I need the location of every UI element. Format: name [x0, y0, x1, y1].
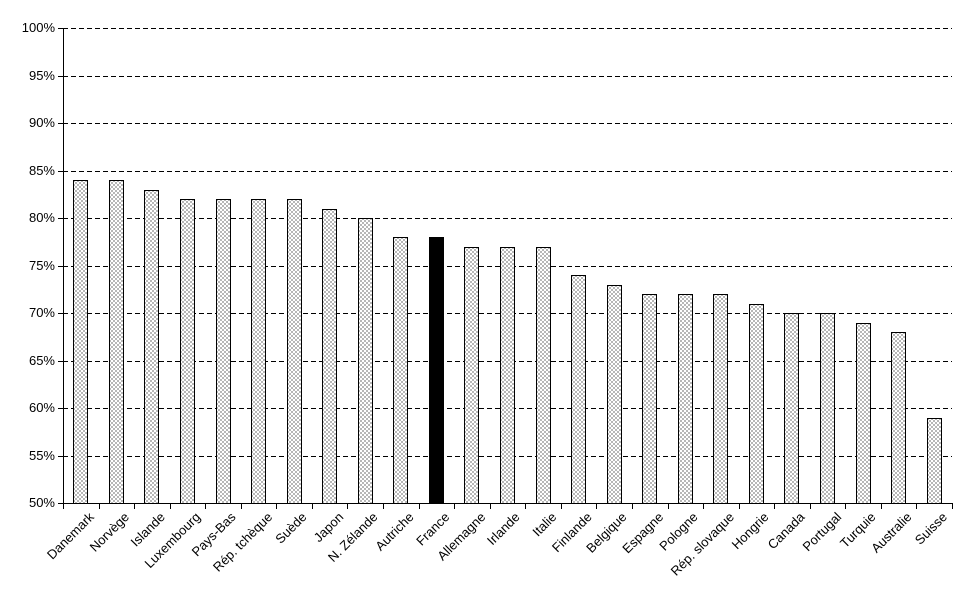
y-axis-tick-85	[58, 171, 63, 172]
gridline-85	[63, 171, 952, 172]
gridline-80	[63, 218, 952, 219]
x-axis-tick	[454, 504, 455, 509]
y-axis-tick-95	[58, 76, 63, 77]
x-axis-tick	[205, 504, 206, 509]
x-axis-label-Suisse: Suisse	[911, 509, 950, 548]
x-axis-tick	[170, 504, 171, 509]
x-axis-label-Italie: Italie	[528, 509, 559, 540]
x-axis-label-Hongrie: Hongrie	[729, 509, 772, 553]
x-axis-tick	[561, 504, 562, 509]
y-axis-tick-label-70: 70%	[28, 305, 55, 320]
x-axis-label-Irlande: Irlande	[484, 509, 523, 549]
bar-Rép. tchèque	[251, 199, 266, 504]
y-axis-tick-65	[58, 361, 63, 362]
x-axis-tick	[596, 504, 597, 509]
x-axis-tick	[490, 504, 491, 509]
y-axis-tick-label-75: 75%	[28, 258, 55, 273]
y-axis-tick-label-100: 100%	[21, 20, 55, 35]
x-axis-label-Danemark: Danemark	[43, 509, 97, 563]
bar-Irlande	[500, 247, 515, 504]
bar-Pologne	[678, 294, 693, 504]
bar-Suisse	[927, 418, 942, 504]
x-axis-tick	[739, 504, 740, 509]
bar-Italie	[536, 247, 551, 504]
x-axis-tick	[419, 504, 420, 509]
y-axis	[63, 28, 64, 503]
bar-Suède	[287, 199, 302, 504]
x-axis-tick	[881, 504, 882, 509]
x-axis-tick	[774, 504, 775, 509]
x-axis-tick	[916, 504, 917, 509]
x-axis-tick	[99, 504, 100, 509]
bar-Portugal	[820, 313, 835, 504]
x-axis-tick	[668, 504, 669, 509]
x-axis-label-Portugal: Portugal	[799, 509, 844, 555]
bar-Belgique	[607, 285, 622, 504]
gridline-90	[63, 123, 952, 124]
x-axis-tick	[703, 504, 704, 509]
x-axis-tick	[525, 504, 526, 509]
bar-Australie	[891, 332, 906, 504]
x-axis-tick	[845, 504, 846, 509]
gridline-100	[63, 28, 952, 29]
y-axis-tick-label-90: 90%	[28, 115, 55, 130]
y-axis-tick-60	[58, 408, 63, 409]
bar-Luxembourg	[180, 199, 195, 504]
bar-Islande	[144, 190, 159, 504]
y-axis-tick-90	[58, 123, 63, 124]
y-axis-tick-label-85: 85%	[28, 163, 55, 178]
y-axis-tick-75	[58, 266, 63, 267]
bar-Espagne	[642, 294, 657, 504]
x-axis-tick	[383, 504, 384, 509]
x-axis-label-Suède: Suède	[272, 509, 310, 547]
y-axis-tick-label-50: 50%	[28, 495, 55, 510]
gridline-95	[63, 76, 952, 77]
y-axis-tick-label-55: 55%	[28, 448, 55, 463]
y-axis-tick-55	[58, 456, 63, 457]
y-axis-tick-label-65: 65%	[28, 353, 55, 368]
bar-N. Zélande	[358, 218, 373, 504]
bar-France	[429, 237, 444, 504]
x-axis-tick	[952, 504, 953, 509]
x-axis-tick	[810, 504, 811, 509]
y-axis-tick-100	[58, 28, 63, 29]
bar-Norvège	[109, 180, 124, 504]
bar-Allemagne	[464, 247, 479, 504]
bar-Canada	[784, 313, 799, 504]
bar-Danemark	[73, 180, 88, 504]
y-axis-tick-label-95: 95%	[28, 68, 55, 83]
bar-Autriche	[393, 237, 408, 504]
bar-Turquie	[856, 323, 871, 504]
x-axis-tick	[312, 504, 313, 509]
x-axis-tick	[241, 504, 242, 509]
bar-Japon	[322, 209, 337, 504]
x-axis-tick	[134, 504, 135, 509]
x-axis-tick	[632, 504, 633, 509]
y-axis-tick-50	[58, 503, 63, 504]
x-axis-label-Autriche: Autriche	[372, 509, 417, 554]
x-axis-tick	[63, 504, 64, 509]
bar-Hongrie	[749, 304, 764, 504]
bar-Finlande	[571, 275, 586, 504]
y-axis-tick-70	[58, 313, 63, 314]
x-axis-tick	[276, 504, 277, 509]
bar-Pays-Bas	[216, 199, 231, 504]
y-axis-tick-80	[58, 218, 63, 219]
bar-Rép. slovaque	[713, 294, 728, 504]
x-axis-tick	[347, 504, 348, 509]
y-axis-tick-label-80: 80%	[28, 210, 55, 225]
y-axis-tick-label-60: 60%	[28, 400, 55, 415]
